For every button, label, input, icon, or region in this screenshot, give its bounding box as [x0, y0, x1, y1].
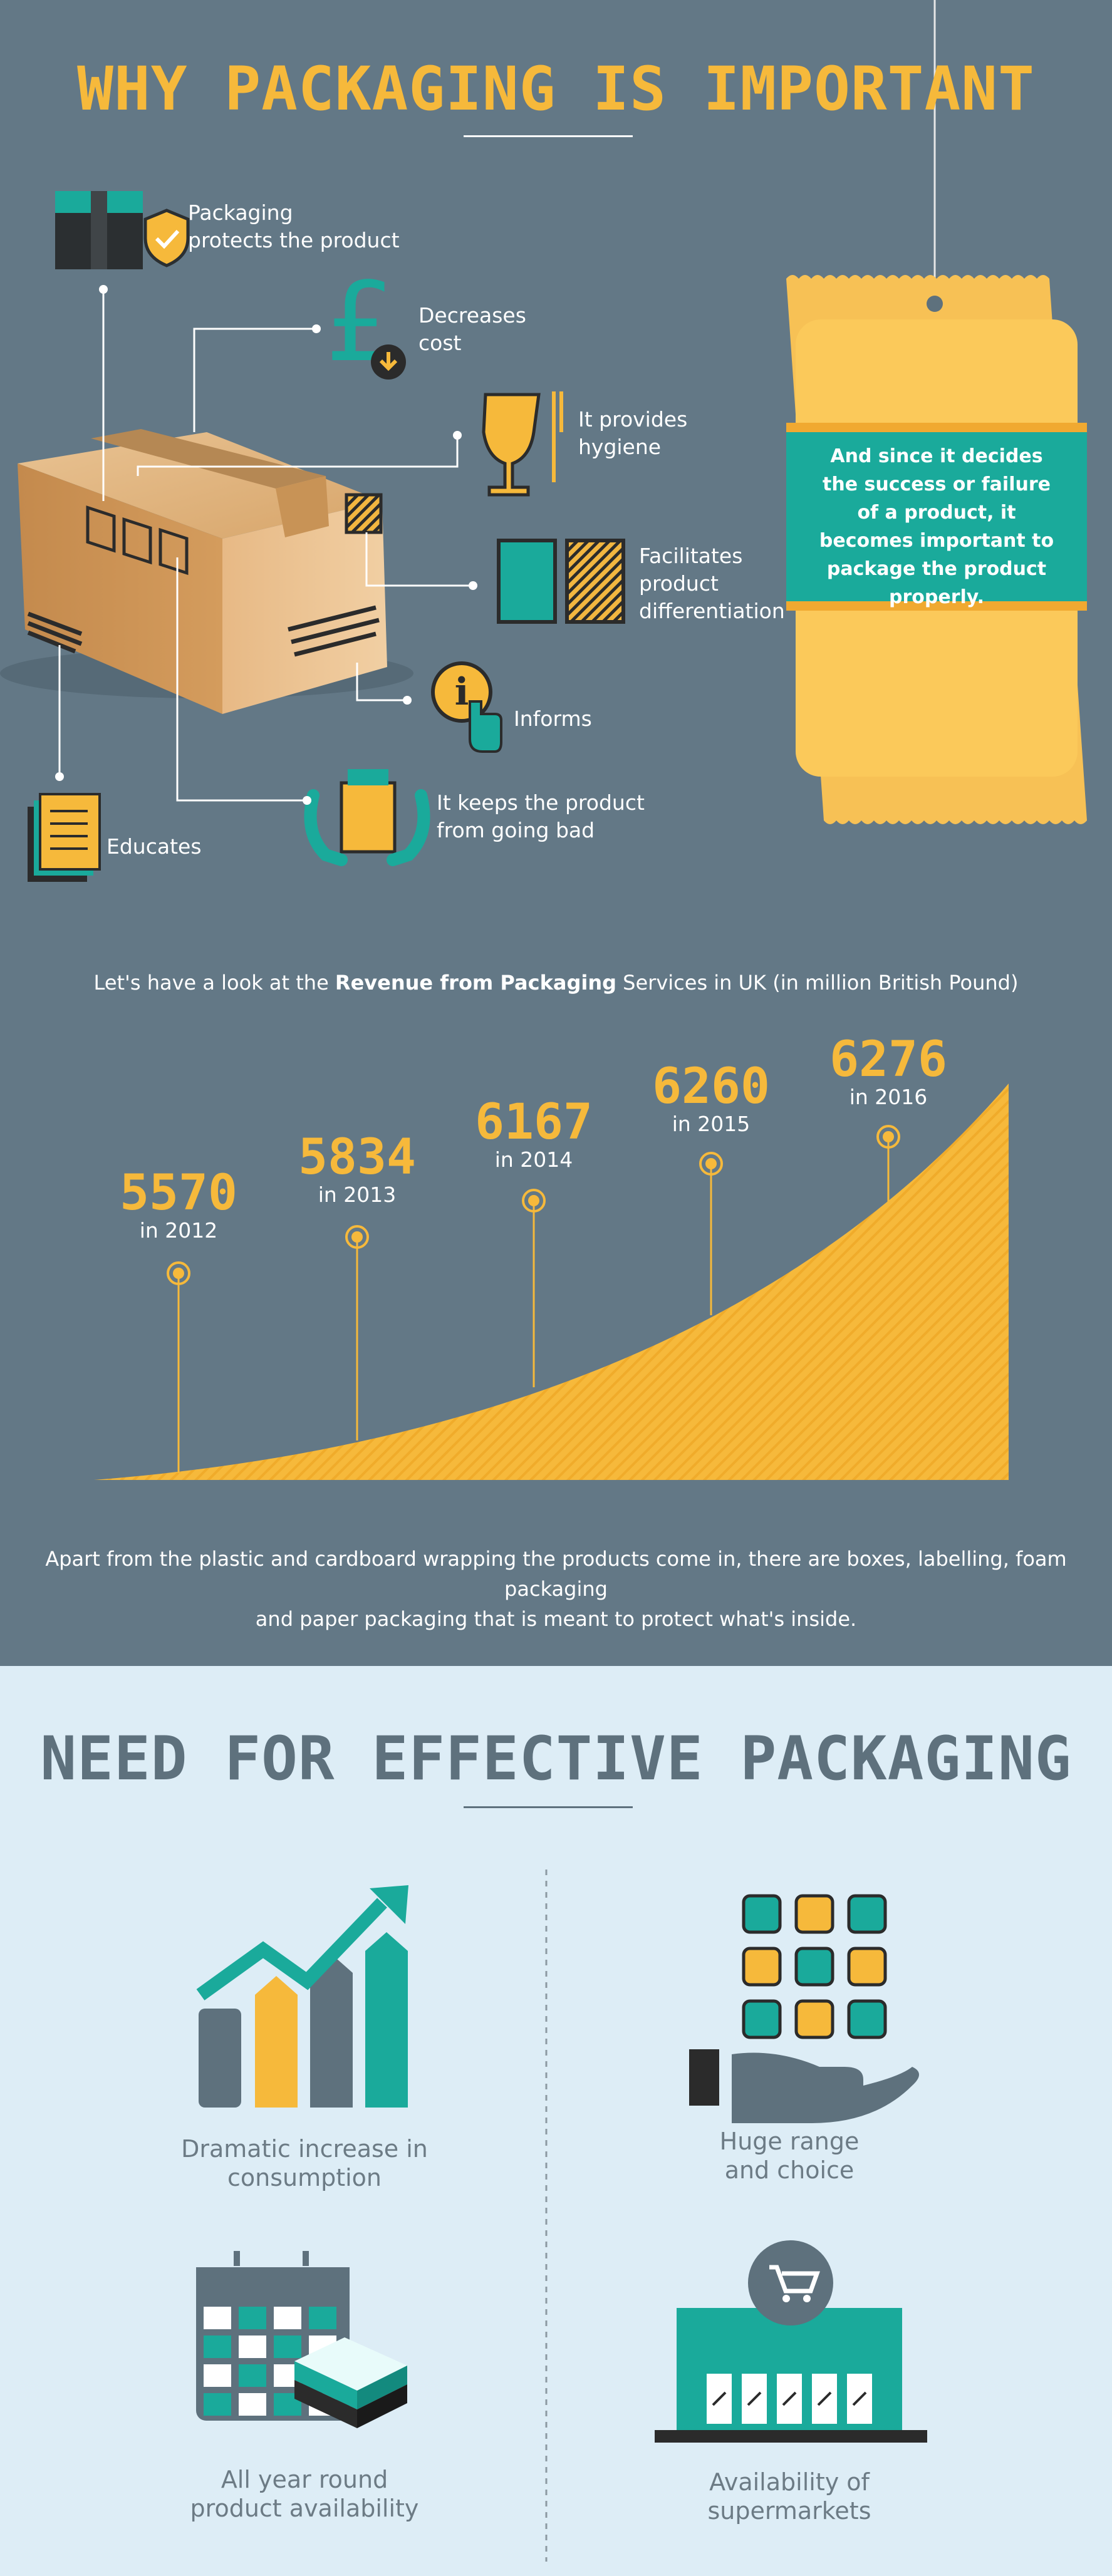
- revenue-value: 6167: [475, 1094, 593, 1151]
- supermarket-icon: [655, 2240, 927, 2443]
- revenue-point-marker: [699, 1152, 723, 1176]
- calendar-icon: [196, 2251, 407, 2428]
- label-range: Huge range and choice: [719, 2128, 860, 2184]
- revenue-year: in 2016: [849, 1085, 928, 1109]
- label-informs: Informs: [514, 706, 592, 731]
- label-hygiene: It provides hygiene: [578, 407, 688, 459]
- jar-hands-icon: [304, 769, 430, 866]
- differentiation-icon: [497, 539, 625, 624]
- revenue-value: 5834: [298, 1129, 416, 1186]
- hand-grid-icon: [742, 1894, 887, 2039]
- revenue-point-marker: [522, 1189, 546, 1213]
- revenue-point-marker: [876, 1125, 900, 1149]
- svg-text:i: i: [455, 670, 469, 714]
- label-fresh: It keeps the product from going bad: [437, 790, 645, 842]
- hand-icon: [689, 2049, 919, 2123]
- intro-text-end: Services in UK (in million British Pound…: [616, 971, 1019, 995]
- revenue-year: in 2014: [494, 1147, 573, 1172]
- title-underline: [464, 135, 633, 137]
- title-underline-2: [464, 1806, 633, 1808]
- product-bag: [786, 275, 1087, 824]
- revenue-intro: Let's have a look at the Revenue from Pa…: [0, 971, 1112, 995]
- revenue-value: 5570: [120, 1165, 237, 1221]
- revenue-year: in 2012: [139, 1218, 218, 1243]
- shield-box-icon: [55, 191, 190, 269]
- label-differentiation: Facilitates product differentiation: [639, 544, 785, 623]
- section-title-2: NEED FOR EFFECTIVE PACKAGING: [40, 1724, 1072, 1794]
- section-title: WHY PACKAGING IS IMPORTANT: [77, 54, 1035, 124]
- bag-message: And since it decides the success or fail…: [819, 445, 1054, 608]
- documents-icon: [28, 793, 101, 882]
- revenue-year: in 2013: [318, 1182, 397, 1207]
- label-supermarkets: Availability of supermarkets: [707, 2468, 871, 2525]
- info-touch-icon: i: [431, 661, 502, 753]
- label-protects: Packaging protects the product: [188, 200, 400, 252]
- revenue-value: 6276: [829, 1032, 947, 1088]
- revenue-pins: [167, 1125, 900, 1473]
- connector-dots: [55, 285, 477, 805]
- revenue-year: in 2015: [672, 1112, 751, 1136]
- revenue-value: 6260: [652, 1058, 770, 1115]
- label-cost: Decreases cost: [418, 303, 526, 355]
- revenue-point-marker: [345, 1225, 369, 1249]
- intro-text: Let's have a look at the: [93, 971, 335, 995]
- label-availability: All year round product availability: [190, 2466, 419, 2522]
- intro-bold: Revenue from Packaging: [335, 971, 616, 995]
- revenue-point-marker: [167, 1261, 190, 1285]
- connector-lines: [58, 289, 473, 802]
- cardboard-box: [0, 429, 413, 714]
- need-packaging-section: [0, 1666, 1112, 2576]
- revenue-area: [94, 1084, 1009, 1480]
- revenue-footnote: Apart from the plastic and cardboard wra…: [45, 1547, 1067, 1631]
- pound-icon: £: [325, 259, 406, 386]
- growth-chart-icon: [196, 1885, 408, 2108]
- label-educates: Educates: [107, 834, 202, 859]
- glass-fork-icon: [482, 391, 563, 497]
- label-consumption: Dramatic increase in consumption: [181, 2135, 428, 2191]
